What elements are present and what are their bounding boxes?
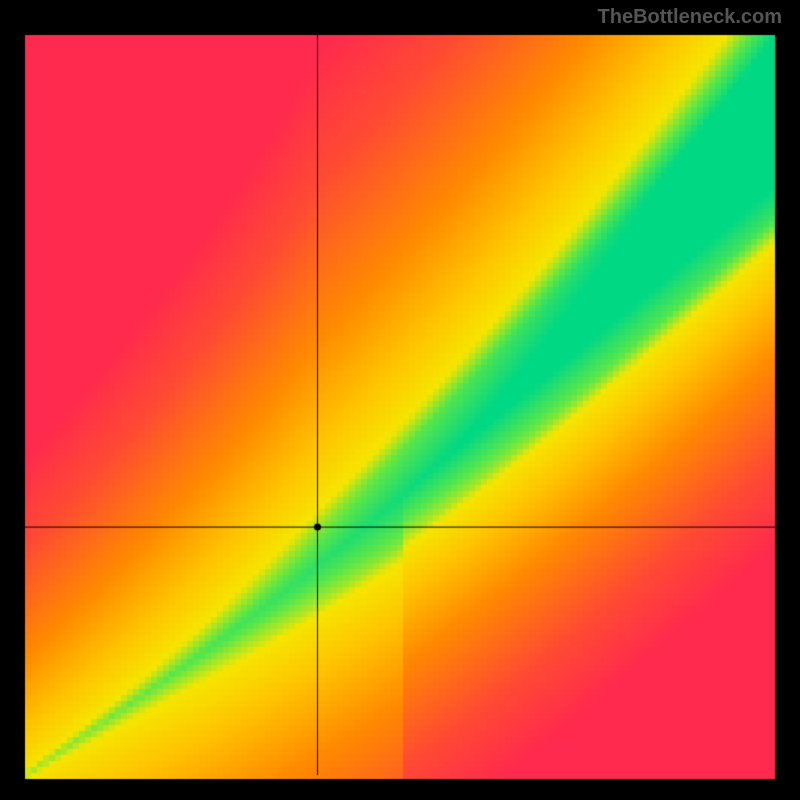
watermark-text: TheBottleneck.com xyxy=(598,6,782,29)
bottleneck-heatmap xyxy=(0,0,800,800)
